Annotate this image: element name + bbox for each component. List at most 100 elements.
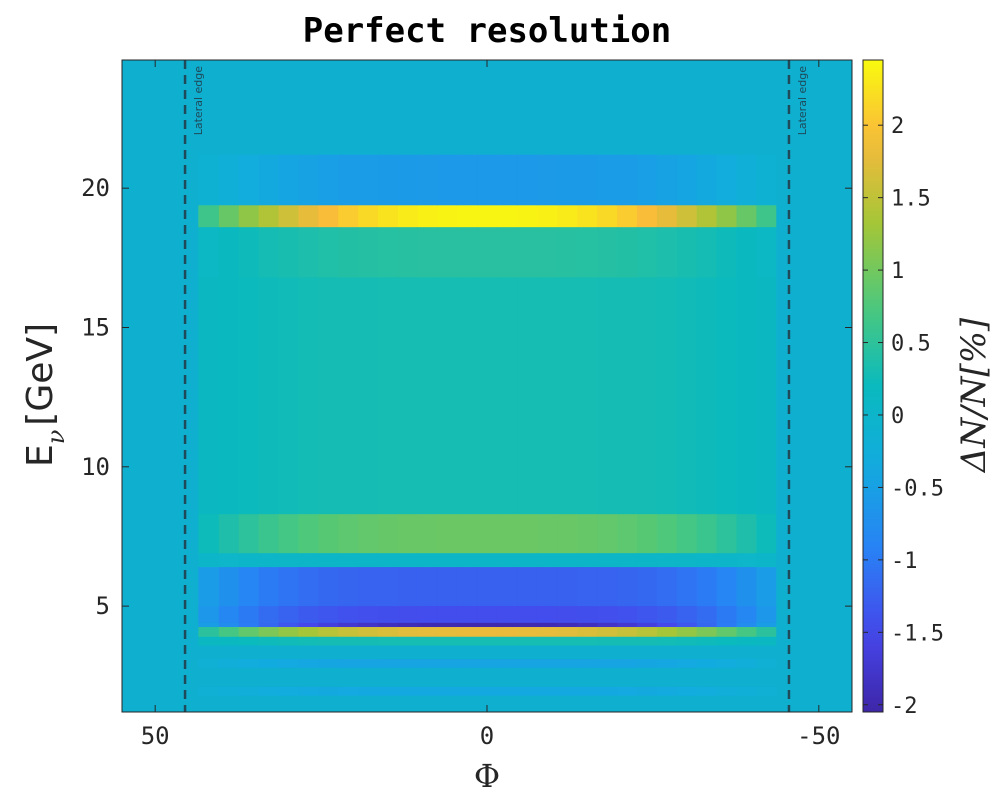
heatmap-cell [357,154,379,206]
colorbar-tick-label: 0.5 [891,332,931,357]
heatmap-cell [755,686,777,696]
heatmap-cell [576,636,598,646]
heatmap-cell [596,204,618,228]
heatmap-cell [516,627,538,638]
heatmap-cell [297,606,319,624]
heatmap-cell [596,514,618,554]
heatmap-cell [576,686,598,696]
heatmap-cell [496,277,518,515]
heatmap-cell [297,514,319,554]
x-tick-label: 50 [141,722,170,750]
heatmap-cell [656,636,677,646]
heatmap-cell [198,204,219,228]
heatmap-cell [656,154,677,206]
heatmap-cell [656,514,677,554]
heatmap-cell [198,636,219,646]
heatmap-cell [477,627,498,638]
colorbar-tick-label: -0.5 [891,476,944,501]
heatmap-cell [277,636,299,646]
heatmap-cell [238,204,259,228]
heatmap-cell [536,204,558,228]
heatmap-cell [676,627,697,638]
heatmap-cell [218,636,239,646]
heatmap-cell [715,567,737,607]
heatmap-cell [477,227,498,278]
heatmap-cell [735,627,757,638]
heatmap-cell [377,154,399,206]
heatmap-cell [297,567,319,607]
heatmap-cell [676,567,697,607]
heatmap-cell [397,686,418,696]
heatmap-cell [357,659,379,668]
heatmap-cell [457,277,478,515]
heatmap-cell [536,622,558,628]
heatmap-cell [676,154,697,206]
heatmap-cell [417,154,438,206]
heatmap-cell [656,227,677,278]
heatmap-cell [755,277,777,515]
heatmap-cell [258,277,279,515]
heatmap-cell [676,622,697,628]
heatmap-cell [715,553,737,568]
x-tick-label: 0 [480,722,494,750]
heatmap-cell [576,154,598,206]
heatmap-cell [377,567,399,607]
y-axis-ticks: 5 10 15 20 [81,174,852,620]
heatmap-cell [238,686,259,696]
heatmap-cell [198,659,219,668]
heatmap-cell [755,204,777,228]
heatmap-cell [576,622,598,628]
heatmap-cell [676,277,697,515]
heatmap-cell [457,154,478,206]
heatmap-cell [636,659,657,668]
heatmap-cell [317,622,339,628]
heatmap-cell [457,227,478,278]
heatmap-cell [516,636,538,646]
heatmap-cell [755,606,777,624]
heatmap-cell [277,659,299,668]
heatmap-cell [556,606,578,624]
heatmap-cell [198,627,219,638]
heatmap-cell [656,622,677,628]
heatmap-cell [715,627,737,638]
heatmap-cell [596,627,618,638]
heatmap-cell [277,606,299,624]
heatmap-cell [317,154,339,206]
heatmap-cell [437,627,458,638]
heatmap-cell [735,622,757,628]
heatmap-cell [735,636,757,646]
heatmap-cell [357,686,379,696]
heatmap-cell [258,686,279,696]
colorbar-ticks: 2 1.5 1 0.5 0 -0.5 -1 -1.5 -2 [863,114,944,719]
heatmap-cell [616,686,637,696]
heatmap-cell [397,636,418,646]
heatmap-cell [715,659,737,668]
heatmap-cell [218,686,239,696]
heatmap-cell [457,553,478,568]
heatmap-cell [437,514,458,554]
heatmap-cell [397,204,418,228]
heatmap-cell [397,553,418,568]
y-axis-label-main: E [20,444,61,467]
heatmap-cell [516,659,538,668]
heatmap-cell [297,227,319,278]
heatmap-cell [616,553,637,568]
heatmap-cell [516,553,538,568]
heatmap-cell [437,154,458,206]
heatmap-cell [337,277,359,515]
heatmap-cell [636,553,657,568]
heatmap-cell [238,622,259,628]
heatmap-cell [477,622,498,628]
heatmap-cell [596,154,618,206]
heatmap-cell [218,227,239,278]
heatmap-cell [417,204,438,228]
heatmap-cell [576,606,598,624]
heatmap-cell [676,204,697,228]
heatmap-cell [457,606,478,624]
heatmap-cell [317,204,339,228]
heatmap-cell [357,606,379,624]
heatmap-cell [357,277,379,515]
heatmap-cell [596,659,618,668]
heatmap-cell [696,636,717,646]
heatmap-cell [536,627,558,638]
